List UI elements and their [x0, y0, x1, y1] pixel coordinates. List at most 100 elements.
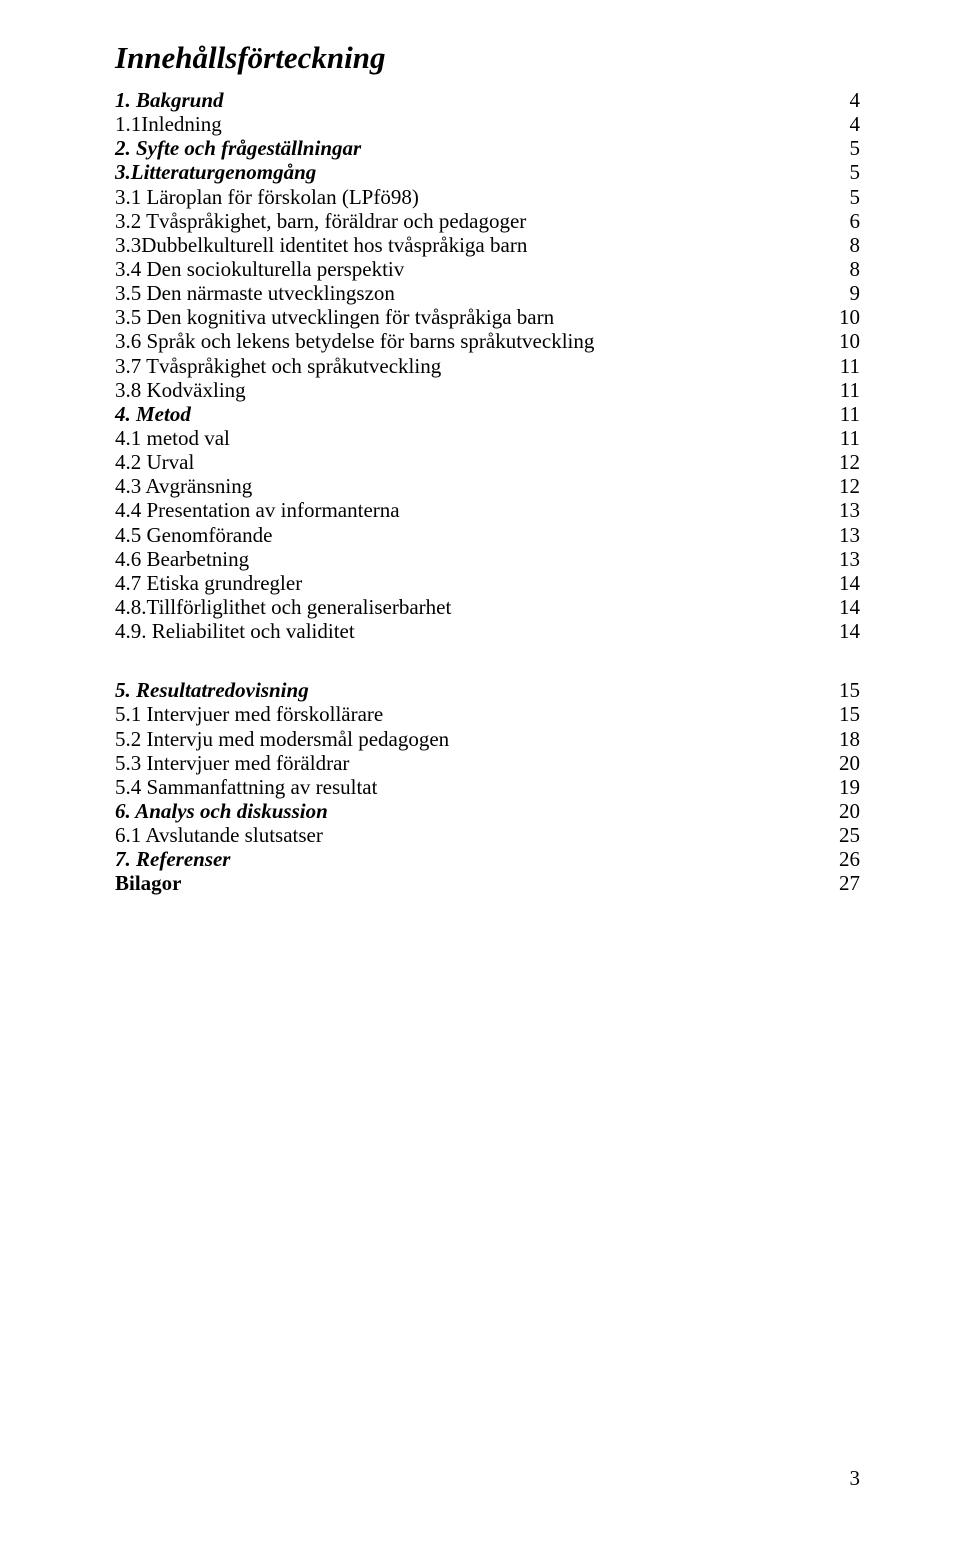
toc-row: 3.7 Tvåspråkighet och språkutveckling11 — [115, 354, 860, 378]
toc-entry-label: 4.9. Reliabilitet och validitet — [115, 619, 819, 643]
toc-row: 3.1 Läroplan för förskolan (LPfö98)5 — [115, 185, 860, 209]
toc-entry-page: 4 — [830, 112, 861, 136]
toc-block-2: 5. Resultatredovisning155.1 Intervjuer m… — [115, 678, 860, 895]
toc-entry-label: 3.8 Kodväxling — [115, 378, 820, 402]
toc-row: 5.2 Intervju med modersmål pedagogen18 — [115, 727, 860, 751]
toc-entry-page: 11 — [820, 426, 860, 450]
toc-entry-page: 27 — [819, 871, 860, 895]
toc-entry-label: 6. Analys och diskussion — [115, 799, 819, 823]
toc-row: 5.4 Sammanfattning av resultat19 — [115, 775, 860, 799]
toc-row: 4.3 Avgränsning12 — [115, 474, 860, 498]
document-page: Innehållsförteckning 1. Bakgrund41.1Inle… — [0, 0, 960, 1543]
toc-entry-page: 11 — [820, 354, 860, 378]
toc-entry-page: 12 — [819, 450, 860, 474]
toc-row: 3.Litteraturgenomgång5 — [115, 160, 860, 184]
toc-entry-label: 4.5 Genomförande — [115, 523, 819, 547]
toc-entry-label: 5.3 Intervjuer med föräldrar — [115, 751, 819, 775]
toc-row: 4.7 Etiska grundregler14 — [115, 571, 860, 595]
toc-row: 1. Bakgrund4 — [115, 88, 860, 112]
toc-entry-page: 8 — [830, 233, 861, 257]
toc-entry-page: 6 — [830, 209, 861, 233]
toc-entry-page: 11 — [820, 402, 860, 426]
toc-entry-label: 1.1Inledning — [115, 112, 830, 136]
toc-entry-page: 13 — [819, 498, 860, 522]
toc-entry-page: 18 — [819, 727, 860, 751]
toc-row: 4.2 Urval12 — [115, 450, 860, 474]
toc-row: 2. Syfte och frågeställningar5 — [115, 136, 860, 160]
toc-row: 5. Resultatredovisning15 — [115, 678, 860, 702]
toc-entry-page: 25 — [819, 823, 860, 847]
toc-entry-label: 4.3 Avgränsning — [115, 474, 819, 498]
toc-entry-label: 7. Referenser — [115, 847, 819, 871]
toc-entry-label: 5. Resultatredovisning — [115, 678, 819, 702]
toc-entry-label: 3.7 Tvåspråkighet och språkutveckling — [115, 354, 820, 378]
toc-row: 6.1 Avslutande slutsatser25 — [115, 823, 860, 847]
toc-entry-page: 12 — [819, 474, 860, 498]
toc-entry-label: 3.Litteraturgenomgång — [115, 160, 830, 184]
toc-entry-label: 3.6 Språk och lekens betydelse för barns… — [115, 329, 819, 353]
toc-row: 3.8 Kodväxling11 — [115, 378, 860, 402]
section-gap — [115, 643, 860, 678]
toc-entry-page: 5 — [830, 160, 861, 184]
toc-entry-page: 11 — [820, 378, 860, 402]
toc-row: 4. Metod11 — [115, 402, 860, 426]
toc-row: 4.1 metod val11 — [115, 426, 860, 450]
toc-entry-page: 5 — [830, 136, 861, 160]
toc-entry-label: 4.6 Bearbetning — [115, 547, 819, 571]
toc-entry-page: 26 — [819, 847, 860, 871]
toc-row: 3.3Dubbelkulturell identitet hos tvåsprå… — [115, 233, 860, 257]
toc-row: 5.3 Intervjuer med föräldrar20 — [115, 751, 860, 775]
toc-entry-label: 4.4 Presentation av informanterna — [115, 498, 819, 522]
toc-entry-page: 20 — [819, 799, 860, 823]
toc-entry-page: 13 — [819, 547, 860, 571]
toc-entry-label: 2. Syfte och frågeställningar — [115, 136, 830, 160]
toc-entry-label: 3.4 Den sociokulturella perspektiv — [115, 257, 830, 281]
toc-entry-label: 4.8.Tillförliglithet och generaliserbarh… — [115, 595, 819, 619]
toc-row: 5.1 Intervjuer med förskollärare15 — [115, 702, 860, 726]
toc-entry-page: 5 — [830, 185, 861, 209]
toc-entry-label: 5.2 Intervju med modersmål pedagogen — [115, 727, 819, 751]
toc-row: 4.4 Presentation av informanterna13 — [115, 498, 860, 522]
toc-entry-label: Bilagor — [115, 871, 819, 895]
toc-row: 3.6 Språk och lekens betydelse för barns… — [115, 329, 860, 353]
toc-entry-page: 15 — [819, 702, 860, 726]
toc-entry-label: 5.1 Intervjuer med förskollärare — [115, 702, 819, 726]
toc-entry-page: 10 — [819, 329, 860, 353]
toc-entry-page: 14 — [819, 619, 860, 643]
toc-entry-page: 20 — [819, 751, 860, 775]
toc-entry-page: 19 — [819, 775, 860, 799]
toc-entry-label: 3.3Dubbelkulturell identitet hos tvåsprå… — [115, 233, 830, 257]
toc-row: 3.5 Den närmaste utvecklingszon9 — [115, 281, 860, 305]
toc-entry-label: 3.5 Den närmaste utvecklingszon — [115, 281, 830, 305]
toc-entry-label: 3.5 Den kognitiva utvecklingen för tvåsp… — [115, 305, 819, 329]
toc-entry-label: 4.7 Etiska grundregler — [115, 571, 819, 595]
page-number: 3 — [850, 1466, 861, 1491]
toc-entry-label: 3.2 Tvåspråkighet, barn, föräldrar och p… — [115, 209, 830, 233]
toc-entry-page: 13 — [819, 523, 860, 547]
toc-entry-label: 6.1 Avslutande slutsatser — [115, 823, 819, 847]
toc-entry-page: 9 — [830, 281, 861, 305]
toc-entry-label: 4.2 Urval — [115, 450, 819, 474]
toc-row: 3.2 Tvåspråkighet, barn, föräldrar och p… — [115, 209, 860, 233]
toc-row: 3.4 Den sociokulturella perspektiv8 — [115, 257, 860, 281]
toc-entry-page: 14 — [819, 571, 860, 595]
toc-row: Bilagor27 — [115, 871, 860, 895]
toc-entry-page: 14 — [819, 595, 860, 619]
toc-entry-page: 10 — [819, 305, 860, 329]
toc-entry-label: 5.4 Sammanfattning av resultat — [115, 775, 819, 799]
toc-row: 4.8.Tillförliglithet och generaliserbarh… — [115, 595, 860, 619]
toc-entry-page: 4 — [830, 88, 861, 112]
toc-entry-page: 8 — [830, 257, 861, 281]
toc-row: 6. Analys och diskussion20 — [115, 799, 860, 823]
toc-entry-label: 3.1 Läroplan för förskolan (LPfö98) — [115, 185, 830, 209]
toc-row: 1.1Inledning4 — [115, 112, 860, 136]
toc-entry-page: 15 — [819, 678, 860, 702]
toc-block-1: 1. Bakgrund41.1Inledning42. Syfte och fr… — [115, 88, 860, 643]
toc-title: Innehållsförteckning — [115, 40, 860, 76]
toc-row: 7. Referenser26 — [115, 847, 860, 871]
toc-entry-label: 1. Bakgrund — [115, 88, 830, 112]
toc-entry-label: 4. Metod — [115, 402, 820, 426]
toc-row: 4.6 Bearbetning13 — [115, 547, 860, 571]
toc-row: 4.9. Reliabilitet och validitet14 — [115, 619, 860, 643]
toc-row: 4.5 Genomförande13 — [115, 523, 860, 547]
